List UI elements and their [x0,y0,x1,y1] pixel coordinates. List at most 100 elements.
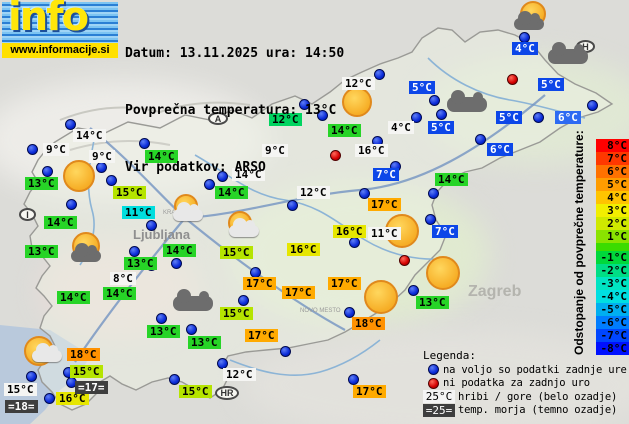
station-dot-blue [429,95,440,106]
station-dot-blue [408,285,419,296]
temp-label: 14°C [163,244,196,257]
temp-label: 8°C [110,272,136,285]
legend: Legenda: na voljo so podatki zadnje ure n… [423,349,627,417]
station-dot-blue [204,179,215,190]
station-dot-blue [217,358,228,369]
temp-label: 12°C [297,186,330,199]
station-dot-blue [349,237,360,248]
temp-label: =18= [5,400,38,413]
temp-label: 15°C [113,186,146,199]
scale-step: 8°C [596,139,629,152]
legend-item-text: na voljo so podatki zadnje ure [443,363,627,376]
station-dot-blue [317,110,328,121]
header-date-line: Datum: 13.11.2025 ura: 14:50 [125,46,345,61]
station-dot-blue [129,246,140,257]
temp-label: 12°C [269,113,302,126]
blue-dot-icon [428,364,439,376]
temp-label: 12°C [223,368,256,381]
temp-label: 4°C [512,42,538,55]
motorway-a2-south [184,217,346,331]
road-sign: I [19,208,36,221]
station-dot-red [330,150,341,161]
temp-label: 17°C [368,198,401,211]
station-dot-blue [428,188,439,199]
station-dot-blue [411,112,422,123]
temp-label: 16°C [355,144,388,157]
temp-label: 17°C [353,385,386,398]
temp-label: 17°C [282,286,315,299]
station-dot-blue [44,393,55,404]
legend-item: ni podatka za zadnjo uro [423,377,627,391]
legend-item: na voljo so podatki zadnje ure [423,363,627,377]
temp-label: 7°C [432,225,458,238]
temp-label: 14°C [215,186,248,199]
temp-label: 15°C [4,383,37,396]
station-dot-blue [171,258,182,269]
temp-label: 9°C [262,144,288,157]
temp-label: 9°C [89,150,115,163]
temp-label: 5°C [496,111,522,124]
station-dot-blue [280,346,291,357]
river-kolpa [229,339,381,377]
temp-label: 18°C [352,317,385,330]
sun-cloud-icon [71,243,101,262]
legend-item-text: ni podatka za zadnjo uro [443,377,590,390]
station-dot-blue [587,100,598,111]
sun-cloud-icon [229,218,259,237]
temp-label: 15°C [70,365,103,378]
station-dot-blue [26,371,37,382]
sun-cloud-icon [514,11,544,30]
temp-label: =17= [75,381,108,394]
station-dot-blue [533,112,544,123]
sun-icon [364,280,398,314]
station-dot-blue [344,307,355,318]
station-dot-blue [299,99,310,110]
temp-label: 14°C [328,124,361,137]
temp-label: 17°C [328,277,361,290]
temp-label: 16°C [287,243,320,256]
ridge-line-1 [59,101,251,121]
legend-item-text: temp. morja (temno ozadje) [458,404,618,417]
ridge-line-2 [69,140,171,151]
logo-link[interactable]: info www.informacije.si [2,0,118,58]
temp-label: 13°C [188,336,221,349]
scale-title: Odstopanje od povprečne temperature: [572,130,586,355]
scale-step: -2°C [596,264,629,277]
scale-step: -1°C [596,251,629,264]
legend-item-icon [423,377,443,389]
sun-cloud-icon [32,343,62,362]
station-dot-blue [66,199,77,210]
map-header: Datum: 13.11.2025 ura: 14:50 Povprečna t… [125,6,344,215]
temp-label: 5°C [538,78,564,91]
station-dot-blue [359,188,370,199]
temp-label: 13°C [147,325,180,338]
city-label: Ljubljana [133,227,191,242]
cloud-icon [173,288,213,311]
station-dot-blue [348,374,359,385]
station-dot-blue [475,134,486,145]
temp-label: 15°C [179,385,212,398]
temp-label: 12°C [342,77,375,90]
temp-label: 13°C [25,245,58,258]
temp-label: 13°C [416,296,449,309]
temp-label: 13°C [25,177,58,190]
station-dot-blue [436,109,447,120]
temp-label: 13°C [124,257,157,270]
motorway-a1-west [74,217,186,363]
station-dot-blue [27,144,38,155]
temp-label: 6°C [487,143,513,156]
station-dot-blue [374,69,385,80]
temp-label: 16°C [333,225,366,238]
city-label: NOVO MESTO [300,308,341,314]
station-dot-blue [96,162,107,173]
logo-url: www.informacije.si [2,43,118,58]
station-dot-blue [106,175,117,186]
station-dot-red [399,255,410,266]
scale-step: -6°C [596,316,629,329]
scale-step [596,243,629,251]
station-dot-blue [146,220,157,231]
cloud-icon [447,89,487,112]
scale-step: 5°C [596,178,629,191]
station-dot-blue [287,200,298,211]
legend-item-icon: =25= [423,403,458,417]
